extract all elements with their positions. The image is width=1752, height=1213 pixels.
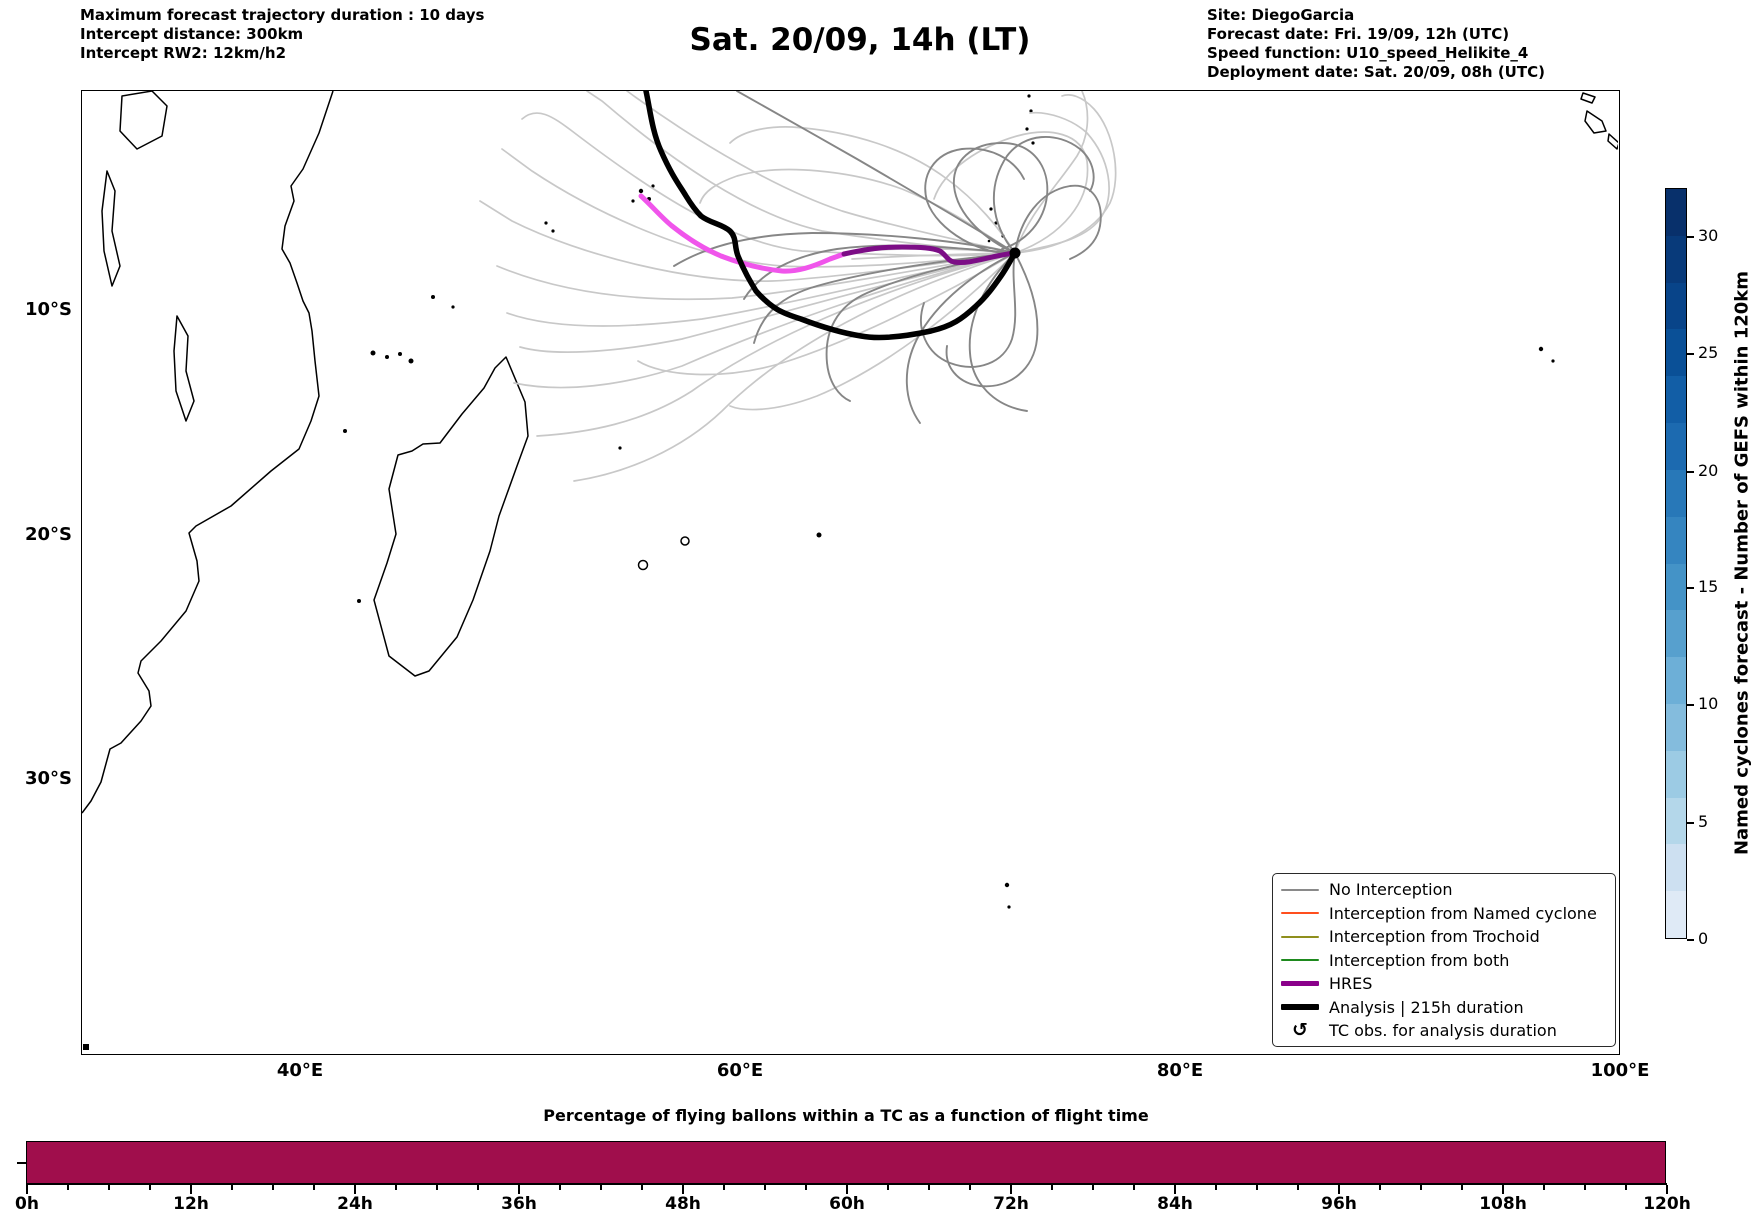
speed-function-text: Speed function: U10_speed_Helikite_4 — [1207, 44, 1529, 62]
deployment-point-marker — [1009, 247, 1021, 259]
gefs-trajectories-light — [479, 90, 1117, 482]
btick-108h: 108h — [1479, 1194, 1527, 1213]
tc-obs-icon: ↺ — [1292, 1019, 1308, 1041]
xtick-40e: 40°E — [276, 1060, 324, 1081]
legend-item-trochoid: Interception from Trochoid — [1281, 926, 1607, 948]
colorbar-tick-15 — [1687, 587, 1694, 589]
xtick-60e: 60°E — [716, 1060, 764, 1081]
intercept-rw2-text: Intercept RW2: 12km/h2 — [80, 44, 287, 62]
btick-36h: 36h — [501, 1194, 537, 1213]
lake-malawi — [173, 315, 195, 422]
legend-item-named-cyclone: Interception from Named cyclone — [1281, 902, 1607, 924]
btick-120h: 120h — [1643, 1194, 1691, 1213]
xtick-80e: 80°E — [1156, 1060, 1204, 1081]
btick-60h: 60h — [829, 1194, 865, 1213]
coastlines — [81, 90, 1620, 814]
bottom-chart-axis — [26, 1183, 1667, 1185]
btick-24h: 24h — [337, 1194, 373, 1213]
legend-item-hres: HRES — [1281, 973, 1607, 995]
bottom-chart-ytick — [17, 1162, 26, 1164]
site-text: Site: DiegoGarcia — [1207, 6, 1355, 24]
colorbar-ticklabel-30: 30 — [1698, 226, 1719, 245]
colorbar-ticklabel-10: 10 — [1698, 694, 1719, 713]
btick-96h: 96h — [1321, 1194, 1357, 1213]
hres-trajectory — [638, 193, 1018, 274]
ytick-20s: 20°S — [24, 524, 72, 545]
deployment-date-text: Deployment date: Sat. 20/09, 08h (UTC) — [1207, 63, 1545, 81]
colorbar-tick-5 — [1687, 822, 1694, 824]
intercept-distance-text: Intercept distance: 300km — [80, 25, 304, 43]
ytick-30s: 30°S — [24, 768, 72, 789]
colorbar — [1665, 188, 1687, 939]
colorbar-ticklabel-0: 0 — [1698, 929, 1709, 948]
colorbar-tick-20 — [1687, 471, 1694, 473]
mauritius-island — [680, 536, 690, 546]
ytick-10s: 10°S — [24, 299, 72, 320]
btick-48h: 48h — [665, 1194, 701, 1213]
black-line-swatch — [1281, 1004, 1319, 1010]
hres-magenta-segment — [638, 193, 847, 274]
header-right-block: Site: DiegoGarcia Forecast date: Fri. 19… — [1207, 6, 1545, 82]
colorbar-ticklabel-25: 25 — [1698, 343, 1719, 362]
bottom-chart-major-ticks — [26, 1185, 1668, 1194]
colorbar-ticklabel-5: 5 — [1698, 812, 1709, 831]
madagascar-coastline — [373, 356, 529, 677]
header-left-block: Maximum forecast trajectory duration : 1… — [80, 6, 484, 63]
small-islands — [83, 94, 1622, 1050]
btick-84h: 84h — [1157, 1194, 1193, 1213]
legend-item-both: Interception from both — [1281, 949, 1607, 971]
olive-line-swatch — [1281, 935, 1319, 938]
orange-line-swatch — [1281, 912, 1319, 914]
legend-box: No Interception Interception from Named … — [1272, 873, 1616, 1047]
colorbar-tick-10 — [1687, 704, 1694, 706]
hres-purple-segment — [841, 244, 1018, 265]
colorbar-tick-30 — [1687, 236, 1694, 238]
forecast-date-text: Forecast date: Fri. 19/09, 12h (UTC) — [1207, 25, 1510, 43]
btick-72h: 72h — [993, 1194, 1029, 1213]
colorbar-axis-label: Named cyclones forecast - Number of GEFS… — [1731, 270, 1752, 856]
xtick-100e: 100°E — [1590, 1060, 1650, 1081]
colorbar-ticklabel-20: 20 — [1698, 461, 1719, 480]
colorbar-ticklabel-15: 15 — [1698, 577, 1719, 596]
lake-tanganyika — [101, 170, 121, 287]
tc-percentage-bar — [26, 1141, 1666, 1184]
bottom-chart-title: Percentage of flying ballons within a TC… — [543, 1106, 1149, 1125]
lake-victoria — [119, 90, 168, 150]
analysis-trajectory — [643, 88, 1018, 341]
btick-0h: 0h — [15, 1194, 39, 1213]
figure-title: Sat. 20/09, 14h (LT) — [689, 22, 1031, 58]
reunion-island — [637, 559, 649, 571]
colorbar-tick-0 — [1687, 939, 1694, 941]
gefs-trajectories-dark — [673, 90, 1102, 424]
max-duration-text: Maximum forecast trajectory duration : 1… — [80, 6, 485, 24]
legend-item-tc-obs: ↺ TC obs. for analysis duration — [1281, 1020, 1607, 1042]
colorbar-tick-25 — [1687, 353, 1694, 355]
btick-12h: 12h — [173, 1194, 209, 1213]
map-canvas — [81, 88, 1622, 1050]
purple-line-swatch — [1281, 981, 1319, 986]
legend-item-no-interception: No Interception — [1281, 879, 1607, 901]
sumatra-islands — [1580, 92, 1620, 150]
green-line-swatch — [1281, 959, 1319, 961]
legend-item-analysis: Analysis | 215h duration — [1281, 996, 1607, 1018]
africa-coastline — [81, 90, 334, 814]
gray-line-swatch — [1281, 888, 1319, 891]
